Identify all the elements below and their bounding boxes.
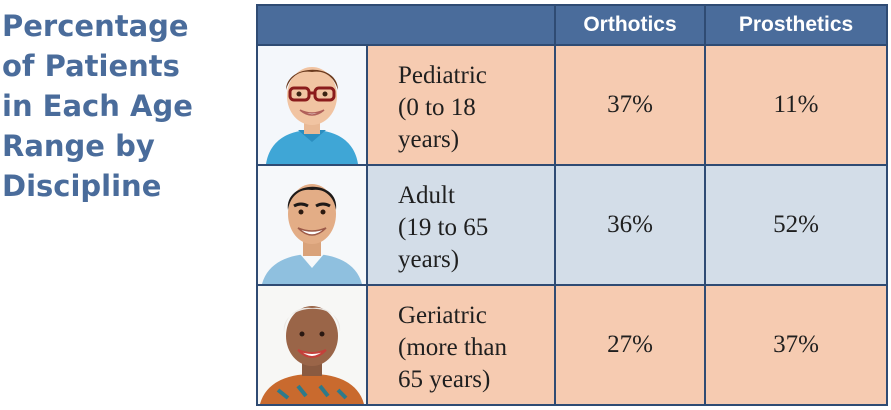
row-label-line: Pediatric: [398, 62, 487, 89]
row-label-line: (0 to 18: [398, 94, 476, 121]
data-table: Orthotics Prosthetics Pediatric (0 to 18…: [256, 4, 888, 406]
chart-title-line: in Each Age: [2, 89, 193, 123]
chart-title-line: Discipline: [2, 169, 162, 203]
row-label-line: Geriatric: [398, 302, 487, 329]
header-blank-cell: [258, 6, 554, 44]
cell-adult-orthotics: 36%: [556, 166, 704, 284]
row-label-pediatric: Pediatric (0 to 18 years): [368, 46, 554, 164]
column-header-orthotics: Orthotics: [556, 6, 704, 44]
row-label-geriatric: Geriatric (more than 65 years): [368, 286, 554, 404]
chart-title-line: Range by: [2, 129, 155, 163]
cell-geriatric-orthotics: 27%: [556, 286, 704, 404]
chart-title-line: Percentage: [2, 9, 189, 43]
row-label-line: years): [398, 126, 460, 153]
chart-title-line: of Patients: [2, 49, 180, 83]
cell-pediatric-orthotics: 37%: [556, 46, 704, 164]
row-label-line: Adult: [398, 182, 455, 209]
chart-title: Percentage of Patients in Each Age Range…: [2, 6, 242, 206]
adult-portrait-icon: [258, 166, 366, 284]
row-label-line: (more than: [398, 334, 507, 361]
senior-portrait-icon: [258, 286, 366, 404]
cell-adult-prosthetics: 52%: [706, 166, 886, 284]
row-label-line: (19 to 65: [398, 214, 489, 241]
cell-pediatric-prosthetics: 11%: [706, 46, 886, 164]
row-label-line: 65 years): [398, 366, 491, 393]
child-portrait-icon: [258, 46, 366, 164]
row-label-adult: Adult (19 to 65 years): [368, 166, 554, 284]
column-header-prosthetics: Prosthetics: [706, 6, 886, 44]
cell-geriatric-prosthetics: 37%: [706, 286, 886, 404]
row-label-line: years): [398, 246, 460, 273]
